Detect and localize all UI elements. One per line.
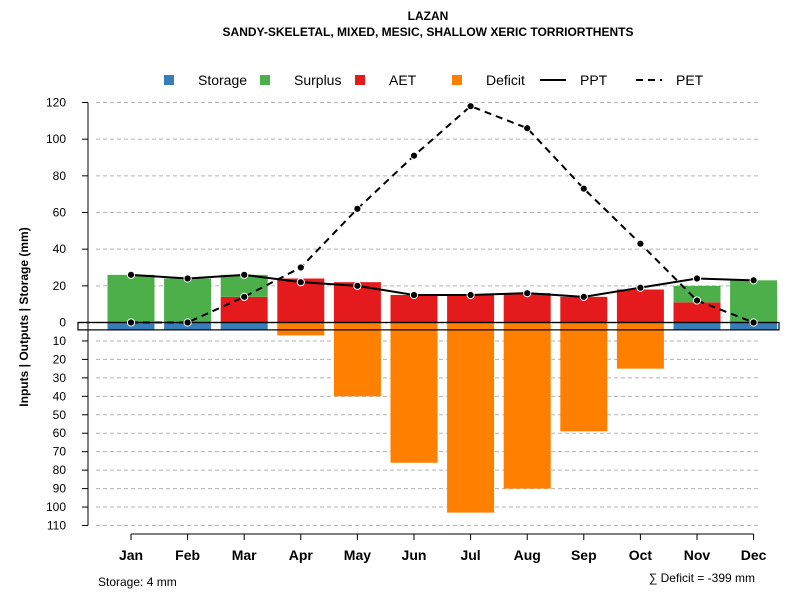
axes: 0 20 40 60 80 100 120 10 20 30 40 50 60 70 80 90 100 110 J… — [46, 96, 767, 564]
y-tick-label: 50 — [53, 408, 67, 422]
ppt-point-nov — [692, 274, 702, 283]
y-axis-label: Inputs | Outputs | Storage (mm) — [17, 227, 31, 406]
x-tick-label-nov: Nov — [684, 547, 711, 563]
x-tick-label-apr: Apr — [289, 547, 314, 563]
aet-bar-oct — [616, 289, 664, 323]
pet-point-apr — [296, 263, 305, 272]
ppt-point-jun — [409, 290, 419, 300]
deficit-bar-may — [333, 322, 381, 397]
aet-bar-jul — [447, 295, 495, 323]
pet-point-jan — [126, 318, 136, 327]
ppt-line — [130, 273, 754, 298]
pet-point-jul — [466, 102, 475, 111]
aet-bar-mar — [220, 296, 268, 323]
ppt-point-oct — [636, 283, 645, 292]
legend-swatch-deficit — [452, 75, 462, 85]
y-tick-label: 40 — [53, 389, 67, 403]
y-tick-label: 90 — [53, 482, 67, 496]
y-tick-label: 20 — [53, 352, 67, 366]
y-tick-label: 80 — [53, 463, 67, 477]
storage-bar-mar — [220, 322, 268, 330]
ppt-point-jan — [126, 270, 136, 279]
y-tick-label: 0 — [59, 316, 66, 330]
legend-label-storage: Storage — [198, 72, 247, 88]
deficit-bar-sep — [560, 322, 608, 432]
y-tick-label: 60 — [53, 426, 67, 440]
surplus-bar-mar — [220, 274, 268, 297]
x-tick-label-jun: Jun — [402, 547, 427, 563]
surplus-bar-dec — [730, 280, 778, 323]
pet-point-sep — [579, 184, 588, 193]
ppt-point-may — [353, 281, 362, 290]
x-tick-label-dec: Dec — [741, 547, 767, 563]
pet-point-oct — [636, 239, 645, 248]
legend: Storage Surplus AET Deficit PPT PET — [164, 72, 704, 88]
y-tick-label: 20 — [53, 279, 67, 293]
ppt-point-aug — [523, 289, 532, 298]
chart-title: LAZAN — [408, 9, 449, 23]
deficit-total: ∑ Deficit = -399 mm — [649, 571, 755, 585]
deficit-bar-jun — [390, 322, 438, 463]
legend-swatch-storage — [164, 75, 174, 85]
y-tick-label: 120 — [46, 96, 66, 110]
x-tick-label-aug: Aug — [514, 547, 541, 563]
pet-point-feb — [183, 318, 192, 327]
pet-point-dec — [749, 318, 758, 327]
ppt-point-mar — [240, 270, 249, 279]
series-lines — [126, 102, 758, 327]
ppt-point-jul — [466, 290, 475, 300]
storage-footnote: Storage: 4 mm — [98, 575, 177, 589]
pet-point-nov — [692, 296, 702, 305]
pet-point-mar — [240, 292, 249, 301]
deficit-bar-aug — [503, 322, 551, 489]
y-tick-label: 100 — [46, 500, 66, 514]
legend-label-pet: PET — [676, 72, 704, 88]
y-tick-label: 100 — [46, 132, 66, 146]
aet-bar-aug — [503, 293, 551, 323]
pet-point-may — [353, 204, 362, 213]
surplus-bar-jan — [107, 274, 155, 323]
pet-line — [131, 105, 754, 324]
x-tick-label-may: May — [344, 547, 371, 563]
y-tick-label: 60 — [53, 206, 67, 220]
pet-point-aug — [523, 124, 532, 133]
legend-label-surplus: Surplus — [294, 72, 341, 88]
ppt-point-feb — [183, 274, 192, 283]
y-tick-label: 110 — [47, 519, 66, 533]
aet-bar-nov — [673, 302, 721, 323]
x-tick-label-oct: Oct — [629, 547, 653, 563]
chart-subtitle: SANDY-SKELETAL, MIXED, MESIC, SHALLOW XE… — [223, 25, 634, 39]
y-tick-label: 30 — [53, 371, 67, 385]
aet-bar-jun — [390, 295, 438, 323]
bars — [107, 274, 778, 513]
x-tick-label-sep: Sep — [571, 547, 597, 563]
y-tick-label: 40 — [53, 242, 67, 256]
legend-label-ppt: PPT — [580, 72, 608, 88]
legend-swatch-aet — [355, 75, 365, 85]
legend-label-deficit: Deficit — [486, 72, 525, 88]
legend-label-aet: AET — [389, 72, 417, 88]
ppt-point-sep — [579, 292, 588, 301]
ppt-point-dec — [749, 276, 758, 285]
x-tick-label-jan: Jan — [119, 547, 143, 563]
x-tick-label-mar: Mar — [232, 547, 257, 563]
aet-bar-sep — [560, 296, 608, 323]
y-tick-label: 80 — [53, 169, 67, 183]
y-tick-label: 10 — [53, 334, 67, 348]
y-tick-label: 70 — [53, 445, 67, 459]
storage-bar-nov — [673, 322, 721, 330]
x-tick-label-feb: Feb — [175, 547, 200, 563]
pet-point-jun — [409, 151, 419, 160]
legend-swatch-surplus — [260, 75, 270, 85]
deficit-bar-apr — [277, 322, 325, 336]
surplus-bar-nov — [673, 285, 721, 303]
ppt-point-apr — [296, 278, 305, 287]
deficit-bar-jul — [447, 322, 495, 513]
x-tick-label-jul: Jul — [460, 547, 480, 563]
